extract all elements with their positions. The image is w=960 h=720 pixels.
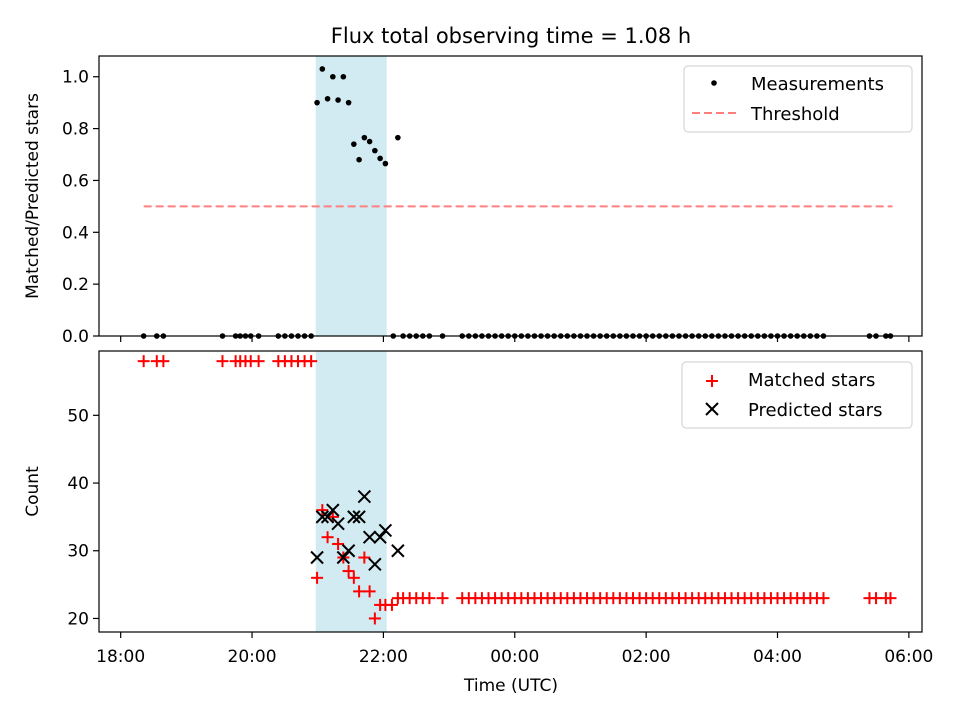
top-y-ticks: 0.0 0.2 0.4 0.6 0.8 1.0 [62, 68, 99, 347]
matched-star-point [305, 355, 318, 368]
measurement-point [361, 134, 368, 141]
x-tick-label: 00:00 [490, 647, 539, 667]
y-tick-label: 30 [67, 542, 89, 562]
bottom-x-ticks: 18:00 20:00 22:00 00:00 02:00 04:00 06:00 [96, 632, 933, 667]
y-tick-label: 0.8 [62, 120, 89, 140]
matched-star-point [368, 612, 381, 625]
predicted-star-point [315, 510, 330, 524]
legend-label-matched-stars: Matched stars [748, 370, 875, 391]
matched-star-point [321, 531, 334, 544]
bottom-legend: Matched stars Predicted stars [681, 361, 913, 429]
y-tick-label: 0.2 [62, 275, 89, 295]
top-axes-frame [98, 55, 923, 337]
measurement-point [356, 156, 362, 163]
legend-marker-matched-stars [706, 375, 718, 387]
top-panel: 0.0 0.2 0.4 0.6 0.8 1.0 Matched/Predicted sta… [23, 55, 923, 347]
top-x-ticks [120, 336, 910, 342]
matched-star-point [316, 504, 329, 517]
x-tick-label: 02:00 [622, 647, 671, 667]
y-tick-label: 0.6 [62, 171, 89, 191]
legend-label-threshold: Threshold [750, 104, 840, 125]
predicted-star-point [331, 516, 345, 531]
measurement-point [382, 160, 389, 167]
matched-star-point [817, 592, 830, 605]
x-tick-label: 20:00 [228, 647, 277, 667]
matched-star-point [216, 355, 229, 368]
predicted-star-point [368, 557, 382, 571]
matched-star-point [332, 537, 345, 550]
measurement-point [314, 99, 320, 106]
bottom-y-ticks: 20 30 40 50 [67, 406, 99, 629]
measurement-point [351, 141, 357, 147]
legend-marker-measurements [711, 80, 717, 86]
legend-label-measurements: Measurements [751, 74, 884, 95]
legend-label-predicted-stars: Predicted stars [748, 400, 882, 421]
measurement-points [140, 66, 894, 339]
bottom-panel: 20 30 40 50 18:00 20:00 22:00 00:00 02:00 04:00 0… [23, 350, 933, 696]
y-tick-label: 1.0 [62, 68, 89, 88]
measurement-point [395, 134, 401, 141]
measurement-point [335, 97, 341, 103]
matched-star-point [423, 592, 436, 605]
matched-star-point [363, 585, 376, 598]
predicted-star-point [378, 523, 393, 538]
predicted-star-point [347, 510, 361, 524]
legend-marker-predicted-stars [705, 402, 719, 416]
matched-star-point [884, 592, 897, 605]
measurement-point [330, 73, 336, 80]
matched-star-point [311, 571, 324, 584]
matched-star-point [385, 598, 398, 611]
matched-star-point [347, 571, 360, 584]
predicted-star-point [310, 550, 324, 565]
matched-star-point [353, 585, 366, 598]
x-tick-label: 04:00 [753, 647, 802, 667]
chart-title: Flux total observing time = 1.08 h [331, 24, 691, 48]
predicted-star-point [326, 503, 340, 517]
top-legend-box [683, 65, 913, 133]
predicted-star-point [341, 544, 356, 558]
bottom-x-axis-label: Time (UTC) [463, 676, 558, 696]
measurement-point [319, 66, 326, 72]
predicted-star-point [336, 550, 351, 565]
predicted-star-point [391, 544, 405, 558]
matched-star-point [157, 355, 170, 368]
top-legend: Measurements Threshold [683, 65, 913, 133]
matched-star-point [342, 565, 355, 578]
x-tick-label: 06:00 [884, 647, 933, 667]
predicted-star-point [352, 510, 366, 524]
predicted-stars-points [310, 489, 405, 571]
bottom-axes-frame [98, 350, 923, 633]
y-tick-label: 20 [67, 609, 89, 629]
y-tick-label: 0.0 [62, 327, 89, 347]
measurement-point [372, 147, 378, 154]
measurement-point [377, 155, 383, 162]
predicted-star-point [362, 530, 377, 544]
matched-star-point [436, 592, 449, 605]
measurement-point [324, 95, 331, 102]
x-tick-label: 18:00 [96, 647, 145, 667]
y-tick-label: 50 [67, 406, 89, 426]
y-tick-label: 40 [67, 474, 89, 494]
predicted-star-point [357, 489, 372, 504]
measurement-point [366, 138, 373, 145]
matched-star-point [252, 355, 265, 368]
y-tick-label: 0.4 [62, 223, 89, 243]
x-tick-label: 22:00 [359, 647, 408, 667]
top-y-axis-label: Matched/Predicted stars [23, 93, 43, 299]
bottom-legend-box [681, 361, 913, 429]
bottom-highlight-band [315, 351, 387, 632]
predicted-star-point [320, 510, 335, 524]
measurement-point [340, 73, 347, 80]
bottom-y-axis-label: Count [23, 466, 43, 517]
measurement-point [345, 99, 352, 106]
matched-star-point [137, 355, 150, 368]
predicted-star-point [373, 530, 387, 544]
matched-star-point [358, 551, 371, 564]
